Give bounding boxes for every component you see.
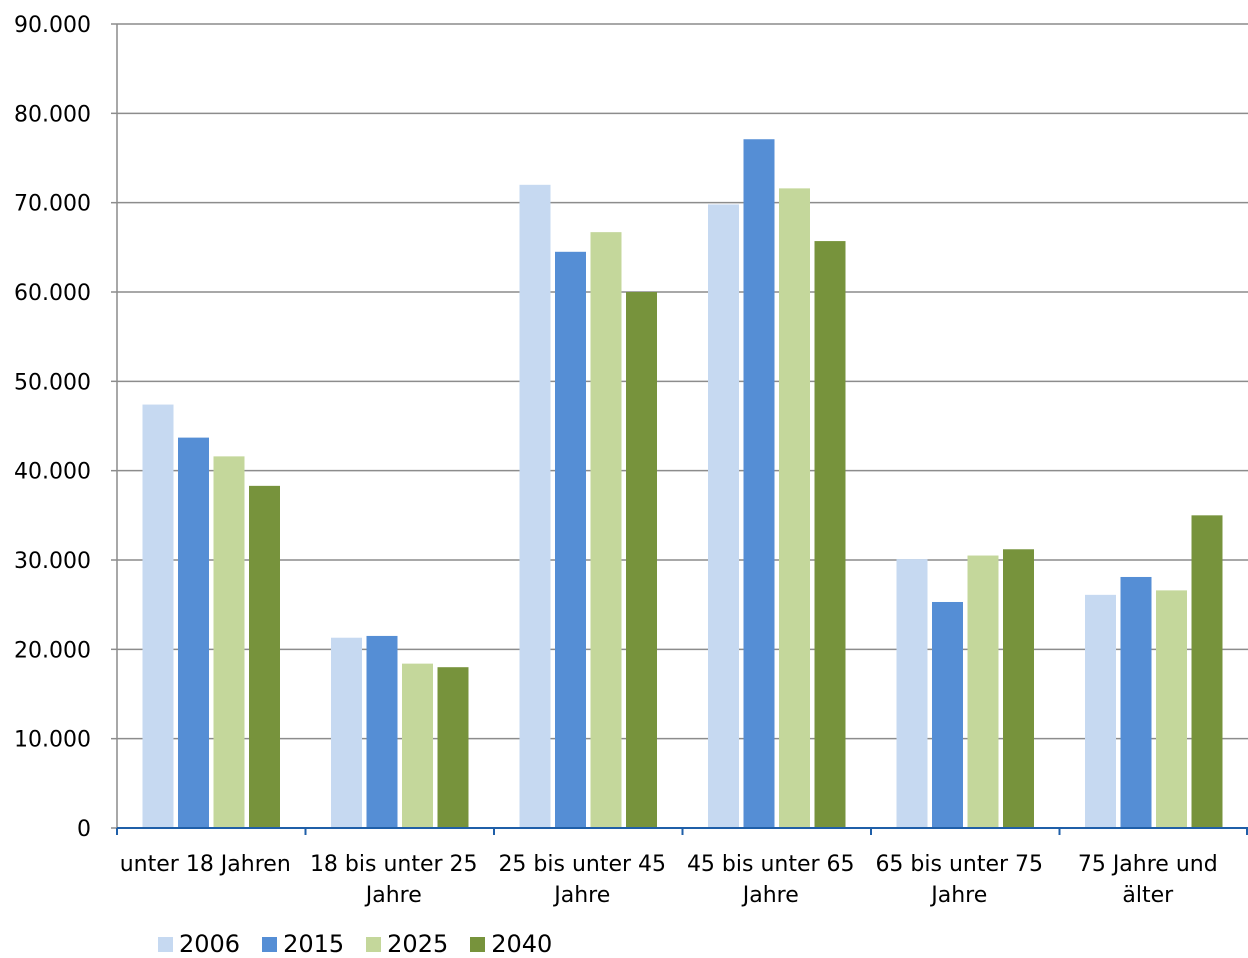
x-category-label: älter (1122, 883, 1174, 908)
bar-2015 (555, 252, 586, 828)
x-category-label: Jahre (741, 883, 799, 908)
y-axis-tick-labels: 0 10.000 20.000 30.000 40.000 50.000 60.000 70.… (14, 13, 91, 842)
bar-2025 (779, 188, 810, 828)
legend-label: 2040 (491, 930, 552, 958)
legend-label: 2015 (283, 930, 344, 958)
legend-item-2040: 2040 (470, 930, 552, 958)
bar-2040 (626, 292, 657, 828)
x-category-label: unter 18 Jahren (120, 852, 291, 877)
legend-swatch (262, 937, 277, 952)
bar-2015 (1121, 577, 1152, 828)
y-tick-label: 60.000 (14, 281, 91, 306)
bar-2025 (1156, 590, 1187, 828)
x-category-label: 75 Jahre und (1078, 852, 1218, 877)
x-category-label: Jahre (364, 883, 422, 908)
y-tick-label: 70.000 (14, 192, 91, 217)
legend-swatch (366, 937, 381, 952)
bar-2025 (214, 456, 245, 828)
bar-2015 (367, 636, 398, 828)
bar-2006 (143, 405, 174, 828)
bar-2040 (1003, 549, 1034, 828)
x-category-label: 65 bis unter 75 (875, 852, 1043, 877)
legend: 2006 2015 2025 2040 (158, 930, 574, 958)
y-tick-label: 0 (77, 817, 91, 842)
axes (117, 24, 1248, 835)
y-tick-label: 50.000 (14, 370, 91, 395)
y-tick-label: 30.000 (14, 549, 91, 574)
bar-2015 (932, 602, 963, 828)
legend-swatch (158, 937, 173, 952)
bar-2006 (331, 638, 362, 828)
bar-2040 (249, 486, 280, 828)
y-tick-label: 90.000 (14, 13, 91, 38)
y-tick-label: 10.000 (14, 728, 91, 753)
bar-2025 (591, 232, 622, 828)
bar-2006 (1085, 595, 1116, 828)
bar-2040 (438, 667, 469, 828)
legend-item-2025: 2025 (366, 930, 448, 958)
x-axis-category-labels: unter 18 Jahren 18 bis unter 25 Jahre 25 bi… (120, 852, 1218, 908)
bar-2006 (520, 185, 551, 828)
legend-item-2006: 2006 (158, 930, 240, 958)
legend-swatch (470, 937, 485, 952)
legend-item-2015: 2015 (262, 930, 344, 958)
x-category-label: 18 bis unter 25 (310, 852, 478, 877)
y-tick-label: 40.000 (14, 460, 91, 485)
bar-2025 (968, 556, 999, 828)
bar-2015 (178, 438, 209, 828)
legend-label: 2006 (179, 930, 240, 958)
x-category-label: 45 bis unter 65 (687, 852, 855, 877)
x-category-label: Jahre (552, 883, 610, 908)
bars (143, 139, 1223, 828)
bar-2015 (744, 139, 775, 828)
legend-label: 2025 (387, 930, 448, 958)
y-tick-label: 80.000 (14, 102, 91, 127)
x-category-label: Jahre (929, 883, 987, 908)
x-category-label: 25 bis unter 45 (498, 852, 666, 877)
bar-2040 (1192, 515, 1223, 828)
bar-2006 (897, 559, 928, 828)
bar-2006 (708, 204, 739, 828)
gridlines (111, 24, 1248, 828)
y-tick-label: 20.000 (14, 638, 91, 663)
bar-2025 (402, 664, 433, 828)
bar-2040 (815, 241, 846, 828)
